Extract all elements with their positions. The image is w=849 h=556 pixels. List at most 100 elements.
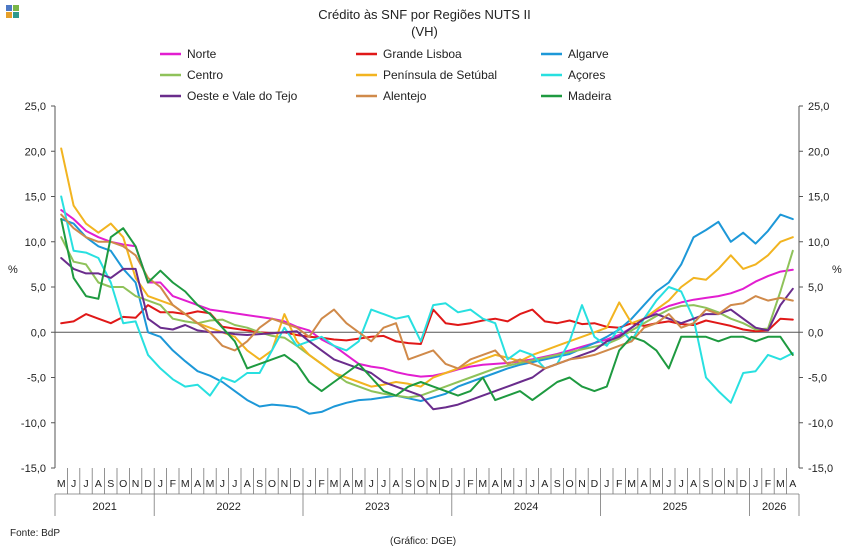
x-month-label: M	[478, 478, 487, 490]
x-month-label: J	[71, 478, 76, 490]
x-month-label: N	[281, 478, 289, 490]
x-year-label: 2023	[365, 501, 389, 513]
legend-label: Centro	[187, 68, 223, 82]
logo-square-4	[13, 12, 19, 18]
y-tick-label-left: 10,0	[25, 237, 46, 249]
legend-label: Algarve	[568, 47, 609, 61]
y-tick-label-right: -5,0	[808, 373, 827, 385]
x-month-label: M	[627, 478, 636, 490]
x-month-label: S	[256, 478, 263, 490]
x-month-label: M	[330, 478, 339, 490]
x-month-label: S	[405, 478, 412, 490]
x-month-label: M	[354, 478, 363, 490]
x-month-label: F	[318, 478, 324, 490]
y-tick-label-left: -10,0	[21, 418, 46, 430]
series-line	[60, 147, 794, 388]
x-month-label: N	[429, 478, 437, 490]
x-month-label: A	[244, 478, 251, 490]
y-tick-label-right: -15,0	[808, 463, 833, 475]
x-year-label: 2021	[92, 501, 116, 513]
x-month-label: M	[652, 478, 661, 490]
y-tick-label-right: 5,0	[808, 282, 823, 294]
x-month-label: J	[604, 478, 609, 490]
x-month-label: J	[666, 478, 671, 490]
x-month-label: J	[369, 478, 374, 490]
x-year-label: 2026	[762, 501, 786, 513]
x-month-label: J	[158, 478, 163, 490]
x-month-label: M	[181, 478, 190, 490]
x-month-label: A	[343, 478, 350, 490]
series-line	[60, 209, 794, 378]
x-month-label: A	[789, 478, 796, 490]
x-month-label: D	[591, 478, 599, 490]
y-tick-label-right: 25,0	[808, 101, 829, 113]
series-line	[60, 213, 794, 370]
x-month-label: O	[566, 478, 574, 490]
logo-square-2	[13, 5, 19, 11]
logo-square-3	[6, 12, 12, 18]
x-month-label: O	[268, 478, 276, 490]
x-month-label: A	[640, 478, 647, 490]
x-month-label: N	[132, 478, 140, 490]
y-tick-label-left: -5,0	[27, 373, 46, 385]
x-month-label: M	[57, 478, 66, 490]
x-month-label: A	[492, 478, 499, 490]
x-month-label: J	[679, 478, 684, 490]
x-month-label: A	[392, 478, 399, 490]
y-unit-label-right: %	[832, 264, 842, 276]
x-month-label: M	[776, 478, 785, 490]
x-month-label: N	[727, 478, 735, 490]
x-month-label: D	[442, 478, 450, 490]
series-line	[60, 218, 794, 402]
legend-label: Península de Setúbal	[383, 68, 497, 82]
logo	[6, 5, 20, 19]
x-year-label: 2024	[514, 501, 538, 513]
x-month-label: A	[95, 478, 102, 490]
y-tick-label-left: 20,0	[25, 146, 46, 158]
legend-label: Alentejo	[383, 89, 427, 103]
series-line	[60, 236, 794, 399]
y-tick-label-right: 20,0	[808, 146, 829, 158]
x-month-label: J	[220, 478, 225, 490]
legend-label: Oeste e Vale do Tejo	[187, 89, 298, 103]
x-month-label: M	[206, 478, 215, 490]
credit-note: (Gráfico: DGE)	[390, 536, 457, 547]
x-month-label: J	[307, 478, 312, 490]
y-unit-label-left: %	[8, 264, 18, 276]
x-month-label: F	[616, 478, 622, 490]
series-line	[60, 213, 794, 415]
x-month-label: M	[503, 478, 512, 490]
x-month-label: J	[517, 478, 522, 490]
y-tick-label-left: 5,0	[31, 282, 46, 294]
y-tick-label-right: 0,0	[808, 327, 823, 339]
x-month-label: D	[739, 478, 747, 490]
x-month-label: O	[119, 478, 127, 490]
x-month-label: S	[554, 478, 561, 490]
x-month-label: J	[753, 478, 758, 490]
chart-subtitle: (VH)	[411, 24, 438, 39]
x-month-label: J	[530, 478, 535, 490]
chart-title: Crédito às SNF por Regiões NUTS II	[318, 7, 531, 22]
x-month-label: F	[467, 478, 473, 490]
x-month-label: D	[293, 478, 301, 490]
x-month-label: O	[714, 478, 722, 490]
x-month-label: N	[578, 478, 586, 490]
y-tick-label-left: 15,0	[25, 192, 46, 204]
legend-label: Norte	[187, 47, 217, 61]
x-month-label: A	[194, 478, 201, 490]
legend-label: Açores	[568, 68, 605, 82]
x-month-label: O	[417, 478, 425, 490]
x-month-label: J	[232, 478, 237, 490]
x-month-label: D	[144, 478, 152, 490]
x-month-label: F	[765, 478, 771, 490]
x-month-label: J	[455, 478, 460, 490]
y-tick-label-left: 0,0	[31, 327, 46, 339]
x-month-label: A	[690, 478, 697, 490]
x-month-label: F	[170, 478, 176, 490]
y-tick-label-left: 25,0	[25, 101, 46, 113]
x-month-label: S	[702, 478, 709, 490]
x-month-label: J	[381, 478, 386, 490]
x-month-label: S	[107, 478, 114, 490]
x-year-label: 2022	[216, 501, 240, 513]
